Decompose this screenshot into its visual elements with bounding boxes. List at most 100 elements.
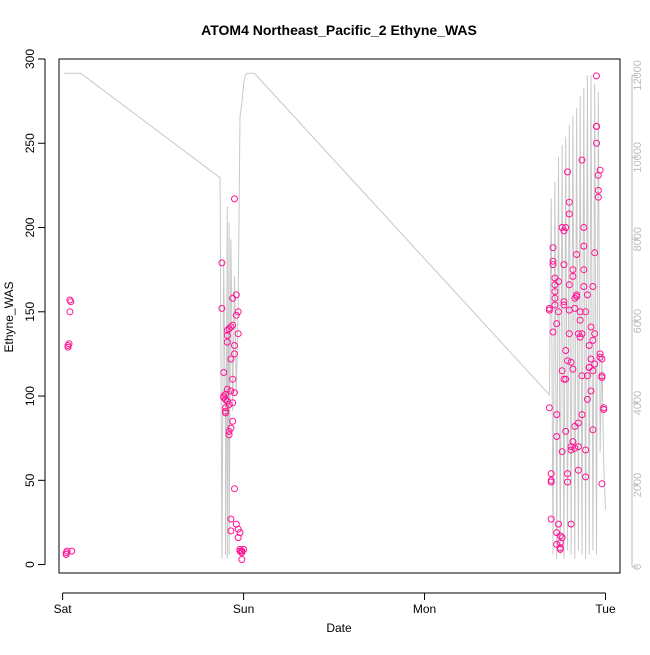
data-point bbox=[229, 375, 237, 383]
data-point bbox=[227, 527, 235, 535]
axes-layer: Sat Sun Mon Tue 0 50 100 150 200 250 300 0 2000 4000 6… bbox=[23, 49, 644, 616]
data-point bbox=[593, 122, 600, 130]
data-point bbox=[227, 387, 235, 395]
data-point bbox=[234, 330, 242, 338]
data-point bbox=[560, 301, 568, 309]
data-point bbox=[238, 556, 246, 563]
data-point bbox=[225, 401, 233, 408]
data-point bbox=[67, 298, 75, 306]
data-point bbox=[547, 478, 555, 486]
y2-tick-label: 8000 bbox=[632, 227, 644, 251]
data-point bbox=[580, 224, 588, 231]
data-point bbox=[573, 293, 581, 301]
y2-tick-label: 4000 bbox=[632, 391, 644, 415]
data-point bbox=[66, 308, 74, 316]
data-point bbox=[564, 357, 571, 365]
data-point bbox=[551, 294, 559, 302]
data-point bbox=[578, 411, 586, 419]
data-point bbox=[591, 360, 599, 368]
data-point bbox=[591, 330, 599, 338]
data-point bbox=[569, 438, 577, 446]
data-point bbox=[223, 338, 231, 346]
y-tick-label: 200 bbox=[23, 217, 37, 237]
data-point bbox=[545, 304, 553, 312]
plot-box bbox=[58, 58, 621, 574]
data-point bbox=[567, 520, 575, 528]
data-point bbox=[558, 448, 566, 456]
data-point bbox=[231, 195, 238, 203]
data-point bbox=[222, 395, 229, 403]
data-point bbox=[587, 323, 595, 331]
data-point bbox=[231, 350, 238, 358]
data-point bbox=[598, 355, 606, 363]
data-point bbox=[558, 224, 566, 231]
data-point bbox=[560, 227, 568, 235]
data-point bbox=[578, 372, 586, 380]
data-point bbox=[551, 288, 559, 296]
data-point bbox=[225, 431, 233, 439]
series-line bbox=[64, 72, 606, 559]
data-point bbox=[225, 427, 233, 435]
data-point bbox=[549, 261, 557, 269]
data-point bbox=[593, 72, 600, 80]
data-point bbox=[227, 515, 235, 523]
x-axis-label: Date bbox=[326, 621, 352, 635]
y2-tick-label: 6000 bbox=[632, 309, 644, 333]
data-point bbox=[598, 480, 606, 488]
data-point bbox=[571, 444, 579, 452]
data-point bbox=[574, 466, 582, 474]
x-tick-label: Sat bbox=[54, 602, 73, 616]
data-point bbox=[596, 353, 604, 361]
data-point bbox=[574, 330, 582, 338]
data-point bbox=[229, 417, 237, 425]
data-point bbox=[560, 298, 568, 306]
data-point bbox=[564, 168, 571, 176]
data-point bbox=[68, 547, 76, 555]
data-point bbox=[220, 369, 228, 376]
data-point bbox=[594, 186, 602, 194]
data-point bbox=[589, 283, 597, 290]
data-point bbox=[582, 308, 590, 316]
data-point bbox=[567, 358, 575, 366]
data-point bbox=[578, 156, 586, 164]
line-layer bbox=[64, 72, 606, 559]
data-point bbox=[578, 330, 586, 338]
data-point bbox=[545, 404, 553, 412]
data-point bbox=[549, 244, 557, 252]
x-tick-label: Mon bbox=[413, 602, 436, 616]
y-tick-label: 0 bbox=[23, 561, 37, 568]
data-point bbox=[574, 419, 582, 427]
data-point bbox=[589, 426, 597, 434]
data-point bbox=[562, 347, 570, 354]
data-point bbox=[558, 534, 566, 542]
data-point bbox=[580, 266, 588, 274]
x-tick-label: Sun bbox=[233, 602, 254, 616]
data-point bbox=[565, 198, 573, 206]
data-point bbox=[553, 433, 561, 440]
data-point bbox=[232, 311, 240, 319]
x-tick-label: Tue bbox=[595, 602, 616, 616]
points-layer bbox=[62, 72, 608, 563]
data-point bbox=[234, 525, 242, 533]
data-point bbox=[574, 443, 582, 451]
data-point bbox=[562, 224, 570, 231]
data-point bbox=[564, 478, 571, 486]
y-tick-label: 250 bbox=[23, 133, 37, 153]
y2-tick-label: 0 bbox=[632, 564, 644, 570]
data-point bbox=[567, 446, 575, 454]
data-point bbox=[231, 389, 238, 397]
y2-tick-label: 2000 bbox=[632, 473, 644, 497]
data-point bbox=[571, 304, 579, 312]
data-point bbox=[227, 355, 235, 363]
data-point bbox=[553, 411, 561, 419]
data-point bbox=[576, 333, 584, 341]
data-point bbox=[555, 308, 562, 316]
data-point bbox=[587, 387, 595, 395]
data-point bbox=[565, 330, 573, 338]
data-point bbox=[596, 166, 604, 174]
data-point bbox=[565, 281, 573, 289]
data-point bbox=[236, 529, 244, 537]
data-point bbox=[549, 257, 557, 265]
data-point bbox=[236, 545, 244, 553]
